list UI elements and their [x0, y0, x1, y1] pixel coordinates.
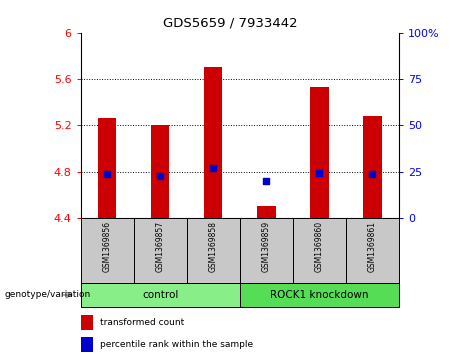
Text: ROCK1 knockdown: ROCK1 knockdown	[270, 290, 368, 300]
Bar	[81, 315, 94, 330]
Bar	[134, 218, 187, 283]
Bar	[346, 218, 399, 283]
Text: GSM1369859: GSM1369859	[262, 221, 271, 272]
Bar	[187, 218, 240, 283]
Point	[103, 171, 111, 177]
Bar	[98, 118, 117, 218]
Text: GDS5659 / 7933442: GDS5659 / 7933442	[163, 16, 298, 29]
Text: genotype/variation: genotype/variation	[5, 290, 91, 299]
Bar	[310, 87, 329, 218]
Text: GSM1369856: GSM1369856	[103, 221, 112, 272]
Text: control: control	[142, 290, 178, 300]
Point	[156, 173, 164, 179]
Bar	[363, 116, 382, 218]
Bar	[151, 125, 170, 218]
Bar	[81, 337, 94, 352]
Text: GSM1369858: GSM1369858	[209, 221, 218, 272]
Point	[368, 171, 376, 177]
Point	[315, 170, 323, 176]
Bar	[204, 68, 223, 218]
Bar	[240, 218, 293, 283]
Bar	[81, 283, 240, 307]
Point	[262, 178, 270, 184]
Point	[209, 165, 217, 171]
Text: transformed count: transformed count	[100, 318, 184, 327]
Text: GSM1369860: GSM1369860	[315, 221, 324, 272]
Text: GSM1369861: GSM1369861	[368, 221, 377, 272]
Bar	[293, 218, 346, 283]
Bar	[240, 283, 399, 307]
Bar	[257, 206, 276, 218]
Bar	[81, 218, 134, 283]
Text: percentile rank within the sample: percentile rank within the sample	[100, 340, 253, 349]
Text: GSM1369857: GSM1369857	[156, 221, 165, 272]
